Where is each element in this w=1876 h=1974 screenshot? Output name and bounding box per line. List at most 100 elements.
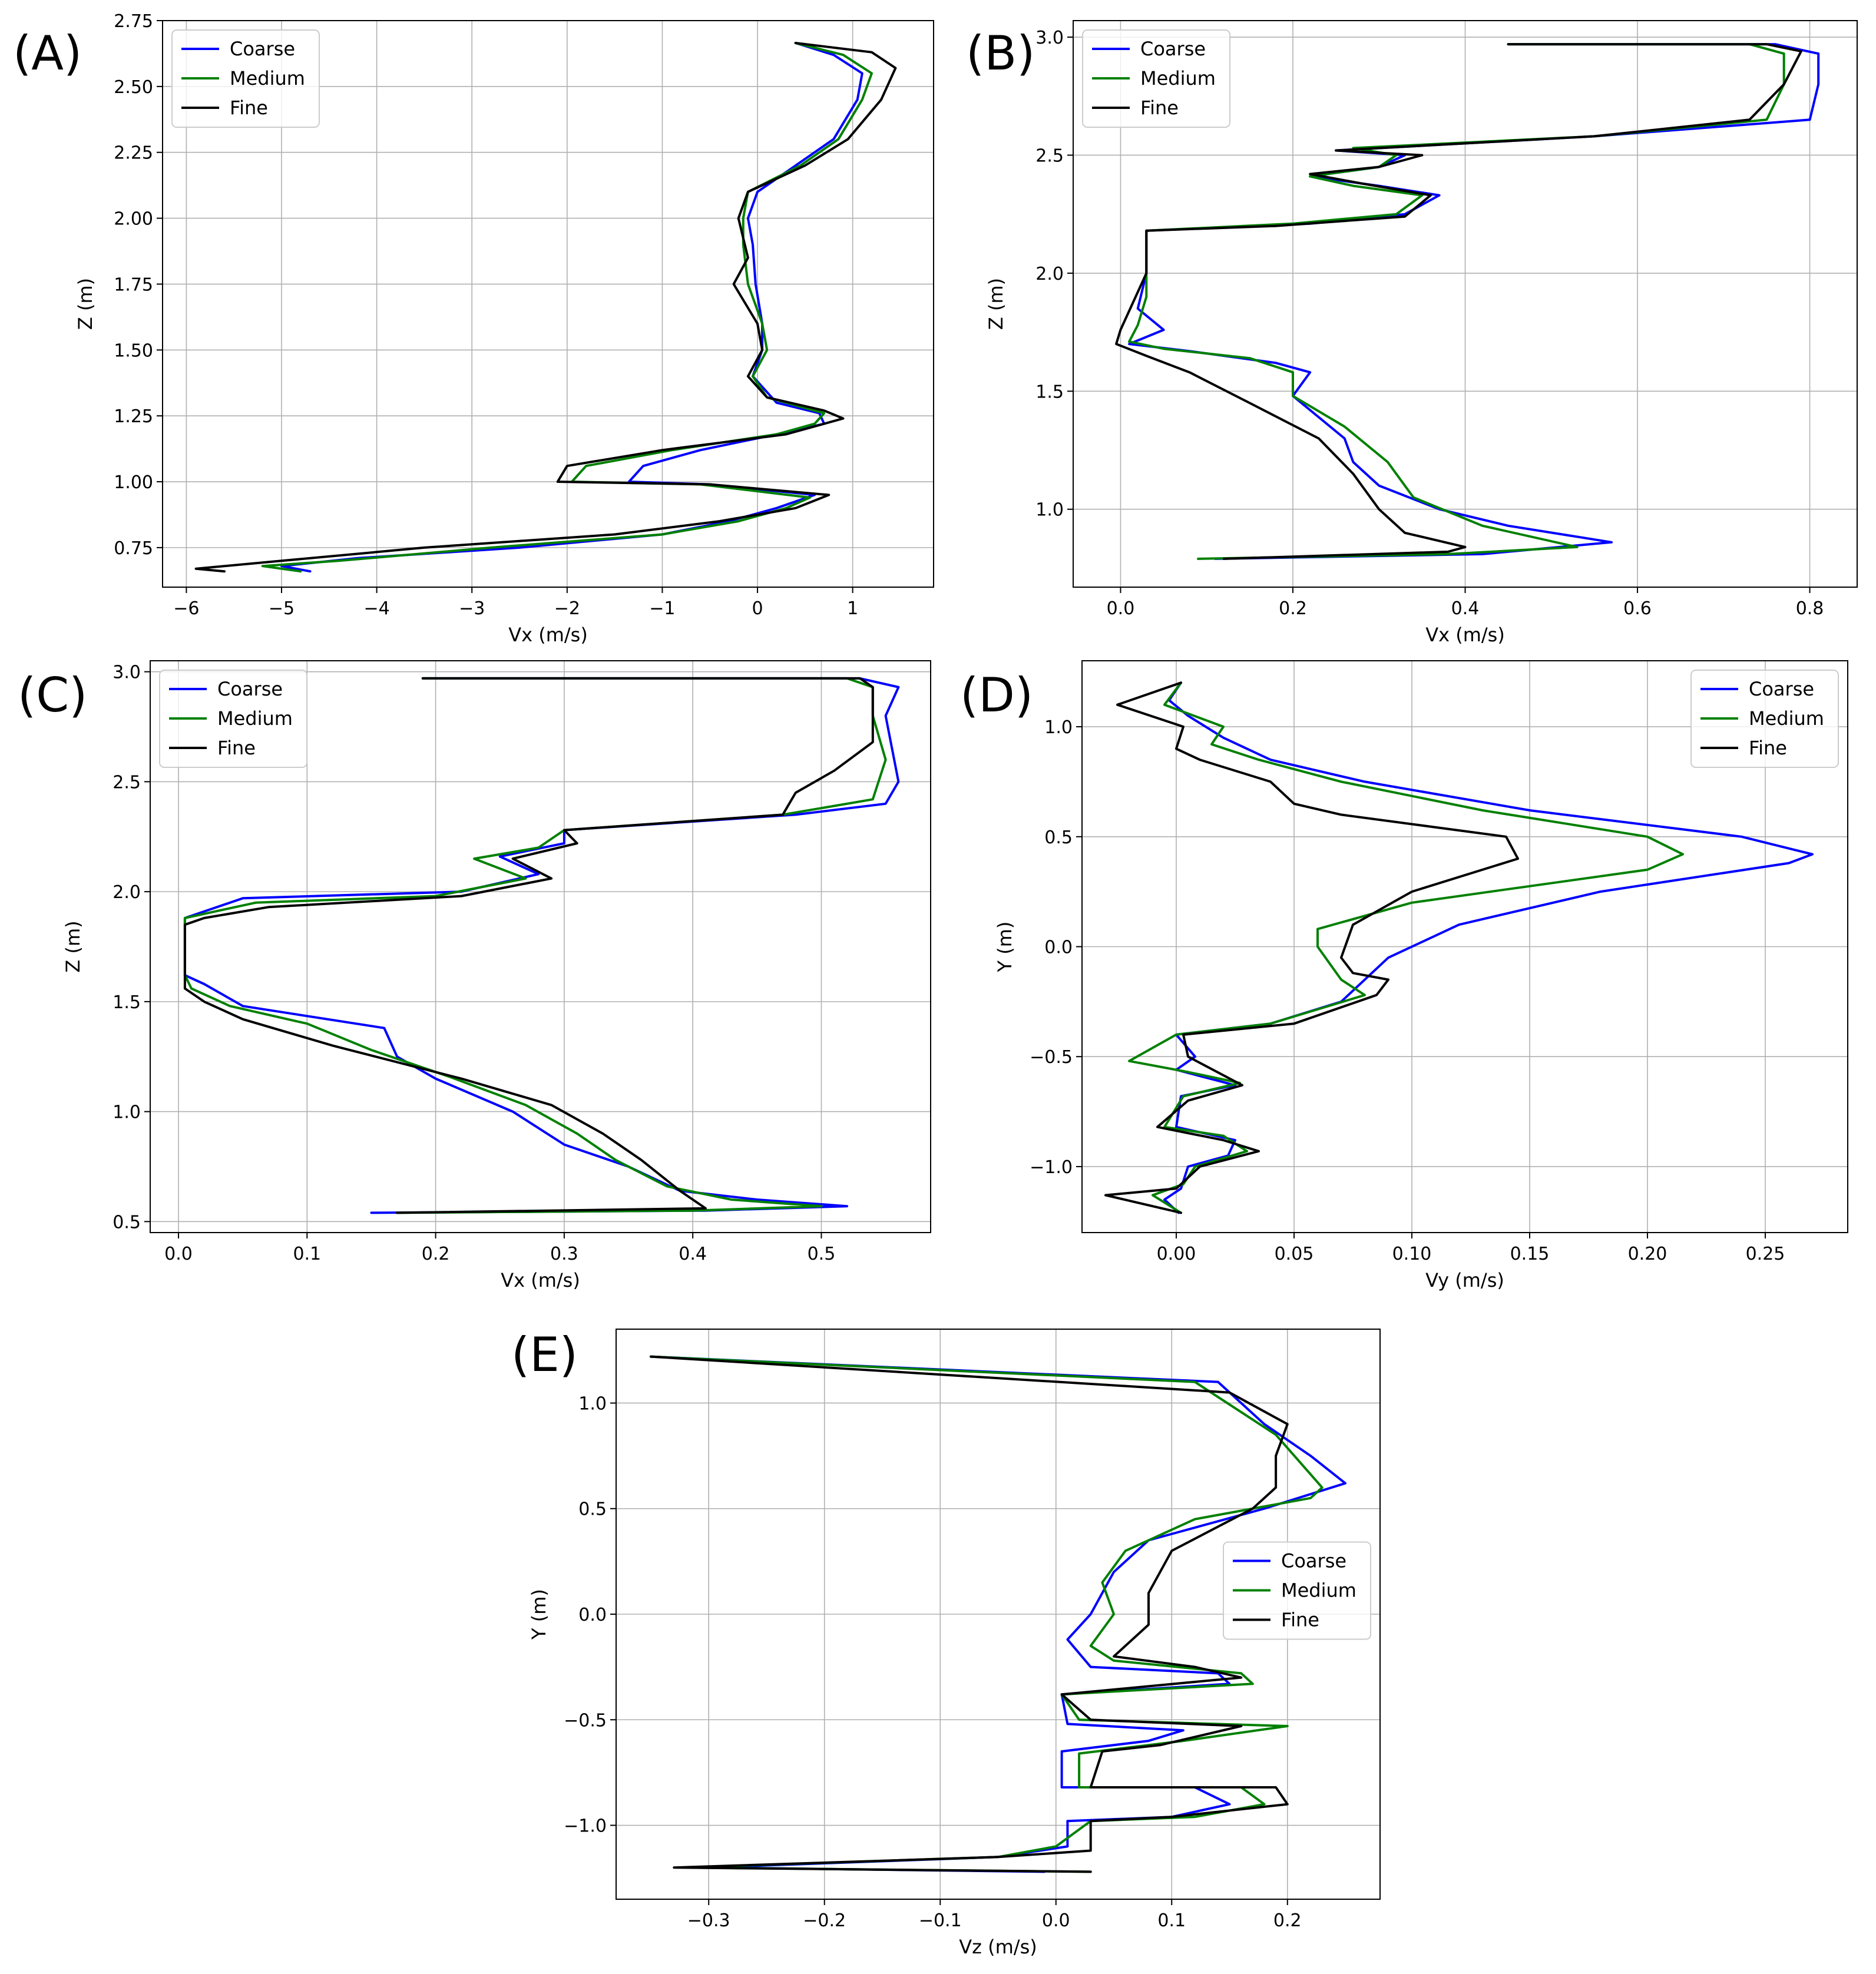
panel-label: (A)	[13, 26, 82, 81]
y-tick-label: 1.0	[113, 1102, 141, 1123]
y-tick-label: 1.75	[114, 274, 153, 295]
x-tick-label: −3	[459, 598, 485, 619]
legend-entry-medium: Medium	[217, 707, 293, 730]
y-tick-label: 1.0	[578, 1393, 607, 1414]
series-line-fine	[194, 42, 897, 573]
y-tick-label: 0.5	[1044, 827, 1073, 848]
x-tick-label: 0.2	[1273, 1910, 1302, 1931]
y-tick-label: −1.0	[564, 1816, 607, 1837]
legend-entry-medium: Medium	[230, 67, 305, 90]
y-tick-label: 1.5	[1035, 382, 1064, 402]
legend-entry-coarse: Coarse	[1281, 1550, 1346, 1572]
x-tick-label: 0.1	[293, 1244, 321, 1264]
y-tick-label: 1.0	[1044, 717, 1073, 738]
x-tick-label: 0.0	[164, 1244, 193, 1264]
x-axis-label: Vx (m/s)	[501, 1269, 580, 1291]
y-axis-label: Y (m)	[528, 1589, 550, 1640]
x-tick-label: 0.8	[1796, 598, 1824, 619]
plot-frame	[1073, 20, 1858, 588]
y-tick-label: −1.0	[1030, 1157, 1073, 1178]
legend-entry-fine: Fine	[230, 97, 268, 119]
x-axis-label: Vx (m/s)	[508, 624, 588, 646]
series-line-medium	[261, 42, 873, 573]
x-tick-label: 0.15	[1510, 1244, 1550, 1264]
x-axis-label: Vz (m/s)	[959, 1936, 1037, 1958]
series-line-medium	[1128, 681, 1684, 1214]
series-line-fine	[183, 677, 874, 1214]
x-tick-label: 0	[752, 598, 763, 619]
legend-box	[1223, 1541, 1371, 1640]
y-axis-label: Y (m)	[994, 922, 1016, 973]
x-tick-label: 1	[847, 598, 858, 619]
series-line-coarse	[1128, 43, 1820, 560]
y-tick-label: 0.5	[113, 1212, 141, 1233]
x-tick-label: 0.1	[1157, 1910, 1186, 1931]
y-axis-label: Z (m)	[74, 278, 97, 330]
y-tick-label: −0.5	[1030, 1047, 1073, 1068]
x-tick-label: −0.3	[687, 1910, 730, 1931]
legend: Coarse Medium Fine	[171, 29, 320, 128]
x-tick-label: −6	[173, 598, 199, 619]
plot-frame	[1081, 660, 1848, 1233]
series-line-fine	[1115, 43, 1802, 560]
legend-entry-coarse: Coarse	[217, 678, 283, 700]
plot-frame	[616, 1329, 1381, 1900]
legend-box	[159, 670, 307, 768]
y-tick-label: 1.5	[113, 992, 141, 1013]
plot-frame	[162, 20, 934, 588]
panel-label: (E)	[511, 1327, 578, 1382]
legend-entry-fine: Fine	[1749, 737, 1787, 759]
y-tick-label: 3.0	[1035, 28, 1064, 48]
y-tick-label: 0.0	[1044, 938, 1073, 958]
legend: Coarse Medium Fine	[1690, 670, 1839, 768]
panel-b: (B) 0.0 0.2 0.4 0.6 0.8 1.0 1.5 2.0 2.5 3.0 Vx (m/s…	[966, 20, 1858, 646]
x-tick-label: 0.0	[1042, 1910, 1070, 1931]
y-tick-label: 2.50	[114, 77, 153, 98]
series-line-coarse	[280, 42, 863, 573]
panel-label: (B)	[966, 26, 1035, 81]
x-tick-label: 0.2	[1279, 598, 1307, 619]
y-tick-label: 2.0	[113, 882, 141, 903]
x-tick-label: 0.00	[1157, 1244, 1196, 1264]
legend-entry-medium: Medium	[1281, 1579, 1356, 1602]
panel-label: (C)	[18, 668, 87, 723]
x-tick-label: 0.6	[1623, 598, 1652, 619]
legend-entry-coarse: Coarse	[230, 38, 295, 60]
x-tick-label: −0.1	[919, 1910, 962, 1931]
x-tick-label: 0.0	[1107, 598, 1135, 619]
panel-label: (D)	[960, 668, 1033, 723]
y-tick-label: 1.0	[1035, 500, 1064, 521]
x-tick-label: 0.10	[1392, 1244, 1432, 1264]
x-tick-label: −0.2	[803, 1910, 846, 1931]
y-tick-label: 1.50	[114, 340, 153, 361]
y-tick-label: 2.0	[1035, 264, 1064, 284]
legend-box	[1082, 29, 1230, 128]
x-tick-label: 0.5	[808, 1244, 836, 1264]
legend-entry-coarse: Coarse	[1749, 678, 1814, 700]
y-tick-label: 0.75	[114, 538, 153, 559]
x-tick-label: 0.2	[422, 1244, 450, 1264]
x-tick-label: 0.05	[1275, 1244, 1314, 1264]
y-tick-label: 2.5	[113, 772, 141, 793]
y-tick-label: 2.25	[114, 143, 153, 164]
legend-box	[1690, 670, 1839, 768]
x-tick-label: 0.20	[1628, 1244, 1667, 1264]
series-line-fine	[1104, 681, 1519, 1214]
x-tick-label: −4	[363, 598, 389, 619]
x-axis-label: Vy (m/s)	[1425, 1269, 1504, 1291]
y-tick-label: 0.5	[578, 1499, 607, 1520]
panel-c: (C) 0.0 0.1 0.2 0.3 0.4 0.5 0.5 1.0 1.5 2.0 2.5 3.0 V…	[18, 660, 931, 1291]
legend: Coarse Medium Fine	[1082, 29, 1230, 128]
x-tick-label: −2	[554, 598, 580, 619]
y-axis-label: Z (m)	[985, 278, 1007, 330]
series-line-fine	[650, 1355, 1289, 1873]
y-axis-label: Z (m)	[62, 920, 84, 972]
y-tick-label: 2.00	[114, 209, 153, 230]
x-tick-label: 0.4	[1451, 598, 1480, 619]
plot-frame	[150, 660, 931, 1233]
legend: Coarse Medium Fine	[1223, 1541, 1371, 1640]
x-tick-label: 0.25	[1746, 1244, 1785, 1264]
y-tick-label: 1.00	[114, 472, 153, 493]
x-axis-label: Vx (m/s)	[1425, 624, 1505, 646]
